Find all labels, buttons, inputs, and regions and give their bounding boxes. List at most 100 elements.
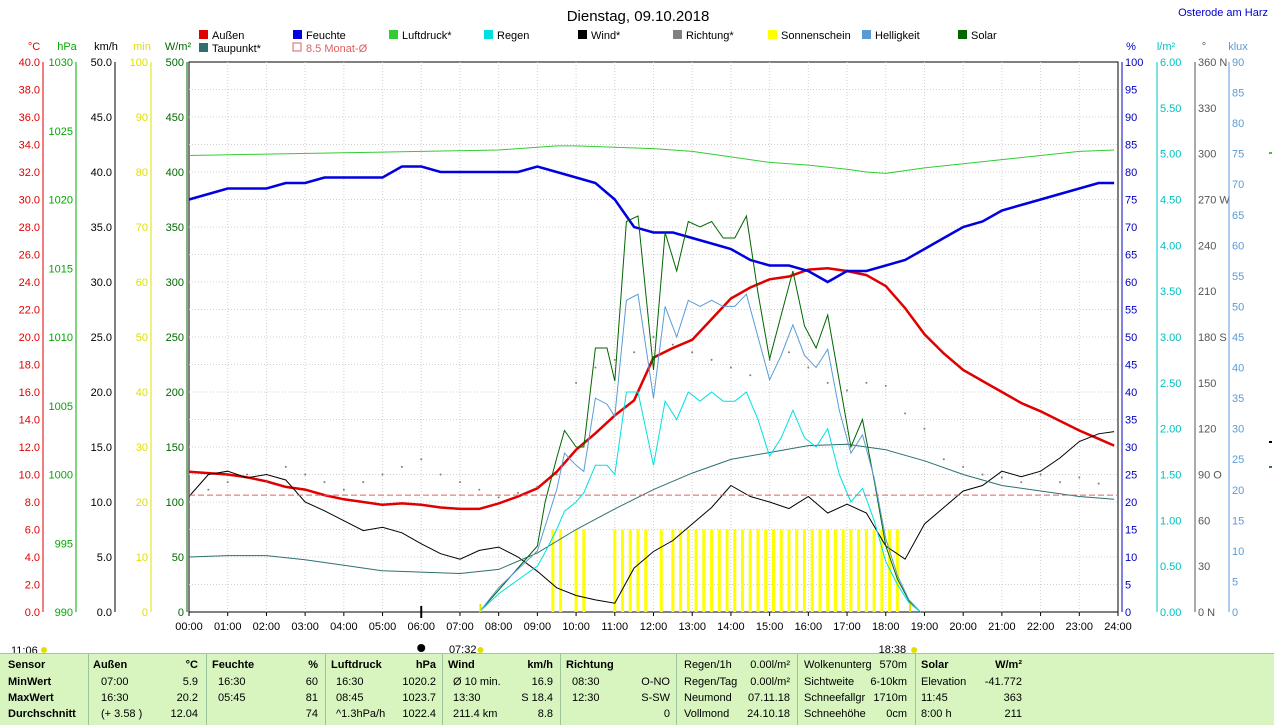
left-axis-tick-label: 20.0 <box>91 387 112 399</box>
left-axis-tick-label: 20 <box>136 497 148 509</box>
right-axis-tick-label: 80 <box>1232 118 1244 130</box>
luftdruck-time: 08:45 <box>336 692 364 704</box>
x-tick-label: 08:00 <box>485 621 513 633</box>
aussen-value: 5.9 <box>182 676 198 688</box>
direction-dots <box>207 336 1100 499</box>
left-axis-tick-label: 40.0 <box>19 57 40 69</box>
left-axis-tick-label: 1005 <box>49 401 73 413</box>
x-tick-label: 12:00 <box>640 621 668 633</box>
regen-value: 0.00l/m² <box>750 676 790 688</box>
direction-dot <box>787 351 790 354</box>
right-axis-tick-label: 75 <box>1232 149 1244 161</box>
left-axis-tick-label: 6.0 <box>25 525 40 537</box>
x-tick-label: 03:00 <box>291 621 319 633</box>
x-tick-label: 00:00 <box>175 621 203 633</box>
left-axis-tick-label: 10 <box>136 552 148 564</box>
x-tick-label: 23:00 <box>1066 621 1094 633</box>
legend-label: Wind* <box>591 30 621 42</box>
legend-swatch <box>199 30 208 39</box>
sunshine-bar <box>725 529 729 612</box>
right-axis-tick-label: 5.00 <box>1160 149 1181 161</box>
series-layer <box>188 145 1118 613</box>
legend-label: Feuchte <box>306 30 346 42</box>
row-label: MinWert <box>8 676 52 688</box>
left-axis-tick-label: 30.0 <box>19 195 40 207</box>
legend-label: Richtung* <box>686 30 734 42</box>
direction-dot <box>691 351 694 354</box>
left-axis-tick-label: 60 <box>136 277 148 289</box>
left-axis-tick-label: 450 <box>166 112 184 124</box>
x-tick-label: 11:00 <box>601 621 628 633</box>
right-axis-tick-label: 50 <box>1125 332 1137 344</box>
regen-value: 24.10.18 <box>747 708 790 720</box>
series-line-regen <box>478 391 921 613</box>
wolken-label: Schneefallgr <box>804 692 866 704</box>
left-axis-tick-label: 0.0 <box>25 607 40 619</box>
left-axis-tick-label: 70 <box>136 222 148 234</box>
richtung-value: 0 <box>663 708 670 720</box>
legend-label: Außen <box>212 30 244 42</box>
sunshine-bar <box>582 529 586 612</box>
series-line-feuchte <box>188 165 1115 284</box>
column-separator <box>325 654 326 725</box>
left-axis-tick-label: 38.0 <box>19 85 40 97</box>
left-axis-tick-label: 4.0 <box>25 552 40 564</box>
aussen-unit: °C <box>185 659 198 671</box>
right-axis-tick-label: 0.00 <box>1160 607 1181 619</box>
right-axis-tick-label: 10 <box>1232 546 1244 558</box>
right-axis-tick-label: 45 <box>1125 360 1137 372</box>
left-axis-tick-label: 36.0 <box>19 112 40 124</box>
x-tick-label: 09:00 <box>524 621 552 633</box>
legend-label: Luftdruck* <box>402 30 452 42</box>
sunshine-bar <box>741 529 745 612</box>
left-axis-unit: W/m² <box>165 41 192 53</box>
x-tick-label: 10:00 <box>562 621 590 633</box>
left-axis-tick-label: 25.0 <box>91 332 112 344</box>
legend-label: Regen <box>497 30 529 42</box>
right-axis-tick-label: 60 <box>1198 515 1210 527</box>
right-axis-tick-label: 30 <box>1125 442 1137 454</box>
series-line-luftdruck- <box>188 145 1115 174</box>
summary-table: Sensor MinWert MaxWert Durchschnitt Außen °C 0… <box>0 653 1274 725</box>
right-axis-tick-label: 1.00 <box>1160 515 1181 527</box>
regen-value: 07.11.18 <box>747 692 790 704</box>
sunshine-bar <box>864 529 868 612</box>
row-label: MaxWert <box>8 692 54 704</box>
left-axis-tick-label: 500 <box>166 57 184 69</box>
direction-dot <box>981 473 984 476</box>
right-axis-tick-label: 20 <box>1232 485 1244 497</box>
left-axis-tick-label: 300 <box>166 277 184 289</box>
left-axis-unit: hPa <box>57 41 77 53</box>
legend-swatch <box>578 30 587 39</box>
sunshine-bar <box>872 529 876 612</box>
sunshine-bar <box>826 529 830 612</box>
direction-dot <box>768 358 771 361</box>
x-tick-label: 14:00 <box>717 621 745 633</box>
right-axis-tick-label: 35 <box>1125 415 1137 427</box>
x-tick-label: 17:00 <box>833 621 861 633</box>
wind-time: 211.4 km <box>453 708 498 720</box>
left-axis-tick-label: 50 <box>136 332 148 344</box>
column-separator <box>676 654 677 725</box>
right-axis-tick-label: 70 <box>1232 179 1244 191</box>
sunshine-bar <box>818 529 822 612</box>
richtung-label: Richtung <box>566 659 614 671</box>
solar-value: 363 <box>1003 692 1022 704</box>
right-axis-tick-label: 210 <box>1198 286 1216 298</box>
left-axis-tick-label: 10.0 <box>19 470 40 482</box>
left-axis-tick-label: 14.0 <box>19 415 40 427</box>
series-line-taupunkt- <box>188 443 1115 575</box>
solar-row-label: 8:00 h <box>921 708 952 720</box>
sunshine-bar <box>771 529 775 612</box>
legend-swatch <box>673 30 682 39</box>
aussen-time: (+ 3.58 ) <box>101 708 143 720</box>
sunshine-bar <box>636 529 640 612</box>
right-axis-unit: l/m² <box>1157 41 1176 53</box>
direction-dot <box>284 465 287 468</box>
sunshine-bar <box>644 529 648 612</box>
right-axis-tick-label: 85 <box>1232 88 1244 100</box>
left-axis-unit: °C <box>28 41 40 53</box>
right-axis-tick-label: 4.00 <box>1160 240 1181 252</box>
sunset-time: 18:38 <box>879 644 907 653</box>
left-axis-tick-label: 90 <box>136 112 148 124</box>
